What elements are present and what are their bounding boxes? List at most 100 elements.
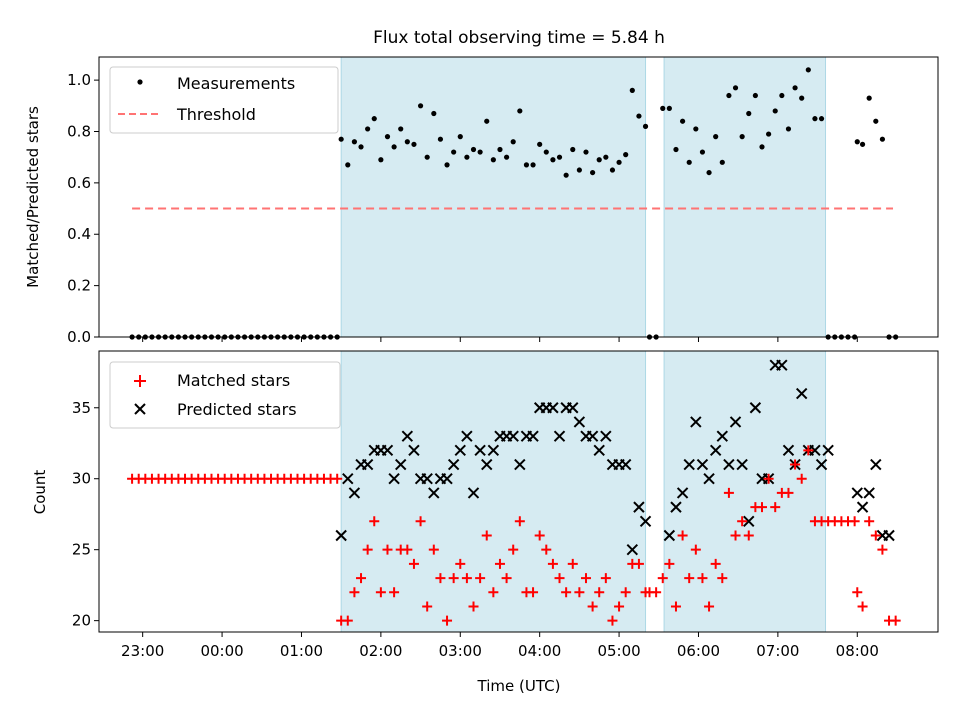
- measurement-point: [805, 67, 811, 73]
- top-y-ticks: 0.0 0.2 0.4 0.6 0.8 1.0: [67, 71, 99, 346]
- predicted-star-point: [395, 458, 407, 471]
- measurement-point: [818, 116, 825, 122]
- matched-star-point: [461, 573, 472, 584]
- measurement-point: [719, 159, 725, 165]
- matched-star-point: [756, 502, 767, 513]
- predicted-star-point: [481, 458, 493, 471]
- matched-star-point: [528, 587, 539, 598]
- matched-star-point: [803, 445, 814, 456]
- matched-star-point: [428, 544, 439, 555]
- predicted-star-point: [696, 458, 709, 471]
- matched-star-point: [852, 587, 863, 598]
- measurement-point: [384, 134, 391, 140]
- measurement-point: [699, 149, 706, 155]
- predicted-star-point: [815, 458, 828, 471]
- matched-star-point: [864, 516, 875, 527]
- matched-star-point: [402, 544, 413, 555]
- measurement-point: [879, 136, 886, 142]
- matched-star-point: [574, 587, 585, 598]
- matched-star-point: [481, 530, 492, 541]
- matched-star-point: [664, 558, 675, 569]
- measurement-point: [457, 134, 463, 140]
- predicted-star-point: [851, 487, 863, 499]
- matched-star-point: [651, 587, 662, 598]
- matched-star-point: [342, 615, 353, 626]
- measurement-point: [477, 149, 483, 155]
- measurement-point: [417, 103, 424, 109]
- matched-star-point: [600, 573, 611, 584]
- measurement-point: [398, 126, 404, 132]
- matched-star-point: [389, 587, 400, 598]
- predicted-star-point: [547, 402, 559, 414]
- bottom-legend: Matched stars Predicted stars: [109, 361, 341, 429]
- matched-star-point: [770, 502, 781, 513]
- matched-star-point: [356, 573, 367, 584]
- predicted-star-point: [856, 501, 869, 513]
- matched-star-point: [514, 516, 525, 527]
- y-tick-label: 0.2: [67, 277, 91, 295]
- measurement-point: [543, 149, 549, 155]
- predicted-star-point: [723, 458, 735, 471]
- chart-title: Flux total observing time = 5.84 h: [373, 28, 665, 48]
- measurement-point: [444, 162, 450, 168]
- x-tick-label: 05:00: [597, 642, 640, 660]
- measurement-point: [391, 144, 397, 150]
- measurement-point: [345, 162, 351, 168]
- predicted-star-point: [381, 444, 394, 457]
- predicted-star-point: [567, 402, 579, 414]
- measurement-point: [490, 157, 496, 163]
- measurement-point: [590, 169, 596, 176]
- matched-star-point: [677, 530, 688, 541]
- matched-star-point: [607, 615, 618, 626]
- measurement-point: [556, 154, 563, 160]
- y-tick-label: 30: [72, 470, 91, 488]
- x-tick-label: 01:00: [280, 642, 323, 660]
- predicted-star-point: [670, 501, 682, 513]
- predicted-star-point: [716, 430, 729, 442]
- measurement-point: [358, 144, 364, 150]
- measurement-point: [679, 118, 686, 124]
- x-tick-label: 03:00: [439, 642, 482, 660]
- measurement-point: [503, 154, 510, 160]
- measurement-point: [583, 149, 589, 155]
- bottom-axes-frame: [98, 350, 939, 633]
- matched-star-point: [620, 587, 631, 598]
- measurement-point: [772, 108, 778, 114]
- matched-star-point: [763, 473, 774, 484]
- measurement-point: [497, 146, 503, 153]
- matched-star-point: [382, 544, 393, 555]
- predicted-star-point: [474, 444, 486, 457]
- predicted-star-point: [348, 487, 361, 499]
- measurement-point: [563, 172, 569, 178]
- measurement-point: [484, 118, 490, 124]
- matched-star-point: [442, 615, 453, 626]
- top-axes-frame: [98, 56, 939, 338]
- measurement-point: [616, 159, 622, 165]
- matched-star-point: [704, 601, 715, 612]
- measurement-point: [739, 134, 745, 140]
- matched-star-point: [501, 573, 512, 584]
- predicted-star-point: [401, 430, 414, 442]
- shaded-interval: [341, 351, 646, 632]
- measurement-point: [759, 144, 765, 150]
- measurement-point: [693, 126, 699, 132]
- measurement-point: [550, 157, 556, 163]
- x-tick-label: 23:00: [121, 642, 164, 660]
- predicted-star-point: [690, 416, 702, 428]
- y-tick-label: 1.0: [67, 71, 91, 89]
- predicted-star-point: [487, 444, 500, 457]
- predicted-star-point: [703, 473, 715, 485]
- legend-threshold-label: Threshold: [176, 105, 256, 124]
- matched-star-point: [580, 573, 591, 584]
- predicted-star-point: [639, 515, 652, 528]
- x-tick-label: 08:00: [836, 642, 879, 660]
- predicted-star-point: [749, 402, 762, 414]
- predicted-star-point: [461, 430, 473, 442]
- matched-star-point: [448, 573, 459, 584]
- predicted-star-point: [619, 458, 632, 471]
- legend-measurements-marker: [137, 79, 143, 85]
- top-x-ticks: [142, 337, 858, 342]
- measurement-point: [792, 85, 798, 91]
- measurement-point: [576, 167, 582, 173]
- matched-star-point: [849, 516, 860, 527]
